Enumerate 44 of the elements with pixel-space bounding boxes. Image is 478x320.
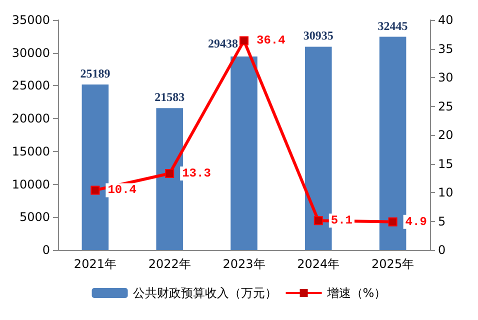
y2-tick-label: 40 <box>438 13 454 27</box>
y2-tick-label: 10 <box>438 186 454 200</box>
data-label: 29438 <box>208 36 238 51</box>
y-tick-label: 35000 <box>12 13 50 27</box>
y-tick-label: 25000 <box>12 78 50 93</box>
y-tick-label: 10000 <box>12 177 50 192</box>
legend-label: 公共财政预算收入（万元） <box>132 286 277 300</box>
data-label: 36.4 <box>256 34 286 48</box>
data-label: 10.4 <box>108 183 137 198</box>
y2-tick-label: 15 <box>438 156 454 171</box>
point <box>314 216 323 226</box>
y2-tick-label: 20 <box>438 128 454 142</box>
data-label: 25189 <box>80 66 110 80</box>
data-label: 13.3 <box>182 166 211 181</box>
x-tick-label: 2021年 <box>74 257 116 271</box>
y2-tick-label: 5 <box>438 214 446 228</box>
bar <box>230 56 258 250</box>
y2-tick-label: 35 <box>438 42 454 56</box>
point <box>388 217 398 226</box>
y2-tick-label: 30 <box>438 70 454 84</box>
legend-label: 增速（%） <box>326 286 386 300</box>
data-label: 4.9 <box>405 214 427 229</box>
y2-tick-label: 25 <box>438 99 454 114</box>
point <box>90 186 100 195</box>
bar <box>82 84 109 250</box>
x-tick-label: 2023年 <box>222 257 266 271</box>
point <box>165 169 174 178</box>
data-label: 30935 <box>303 28 334 43</box>
y-tick-label: 30000 <box>12 46 50 60</box>
point <box>240 36 248 46</box>
x-tick-label: 2025年 <box>372 257 414 271</box>
bar <box>305 46 332 250</box>
y-tick-label: 20000 <box>12 112 50 126</box>
y2-tick-label: 0 <box>438 243 446 257</box>
data-label: 32445 <box>378 18 408 33</box>
data-label: 21583 <box>154 90 185 104</box>
y-tick-label: 15000 <box>12 144 50 158</box>
data-label: 5.1 <box>330 214 353 228</box>
y-tick-label: 0 <box>42 243 50 257</box>
bar <box>379 36 406 250</box>
y-tick-label: 5000 <box>19 210 50 224</box>
bar <box>156 108 183 250</box>
x-tick-label: 2022年 <box>148 257 191 271</box>
x-tick-label: 2024年 <box>297 257 340 271</box>
